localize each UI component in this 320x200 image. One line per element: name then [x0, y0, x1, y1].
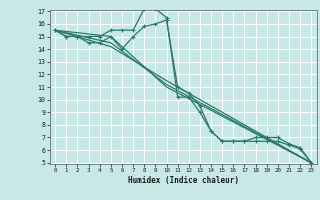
X-axis label: Humidex (Indice chaleur): Humidex (Indice chaleur) — [128, 176, 239, 185]
